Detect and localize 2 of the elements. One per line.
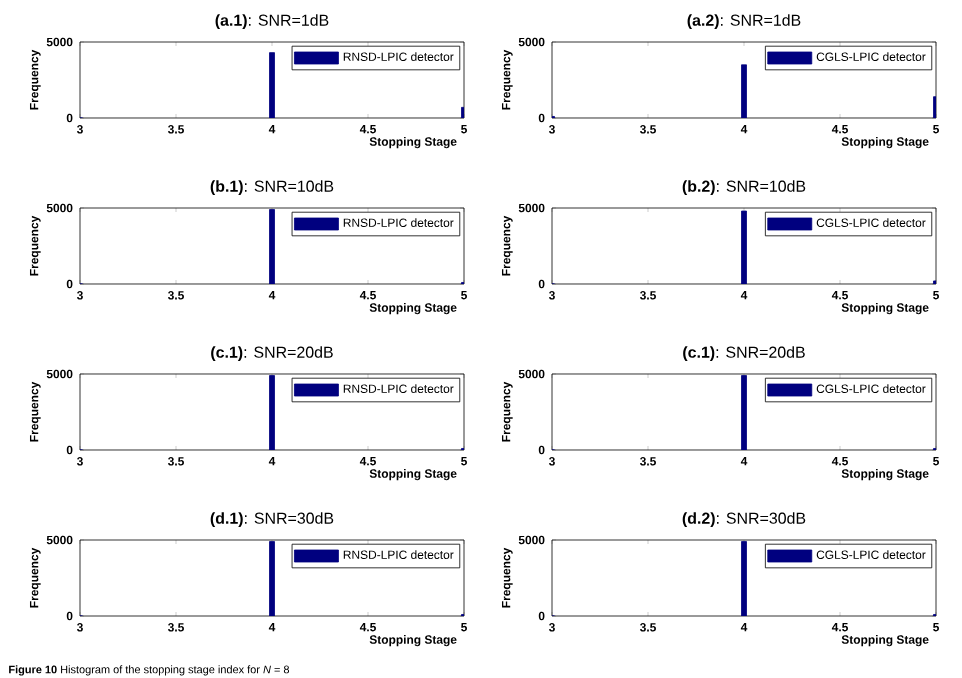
bar — [933, 96, 937, 118]
bar — [741, 64, 747, 118]
